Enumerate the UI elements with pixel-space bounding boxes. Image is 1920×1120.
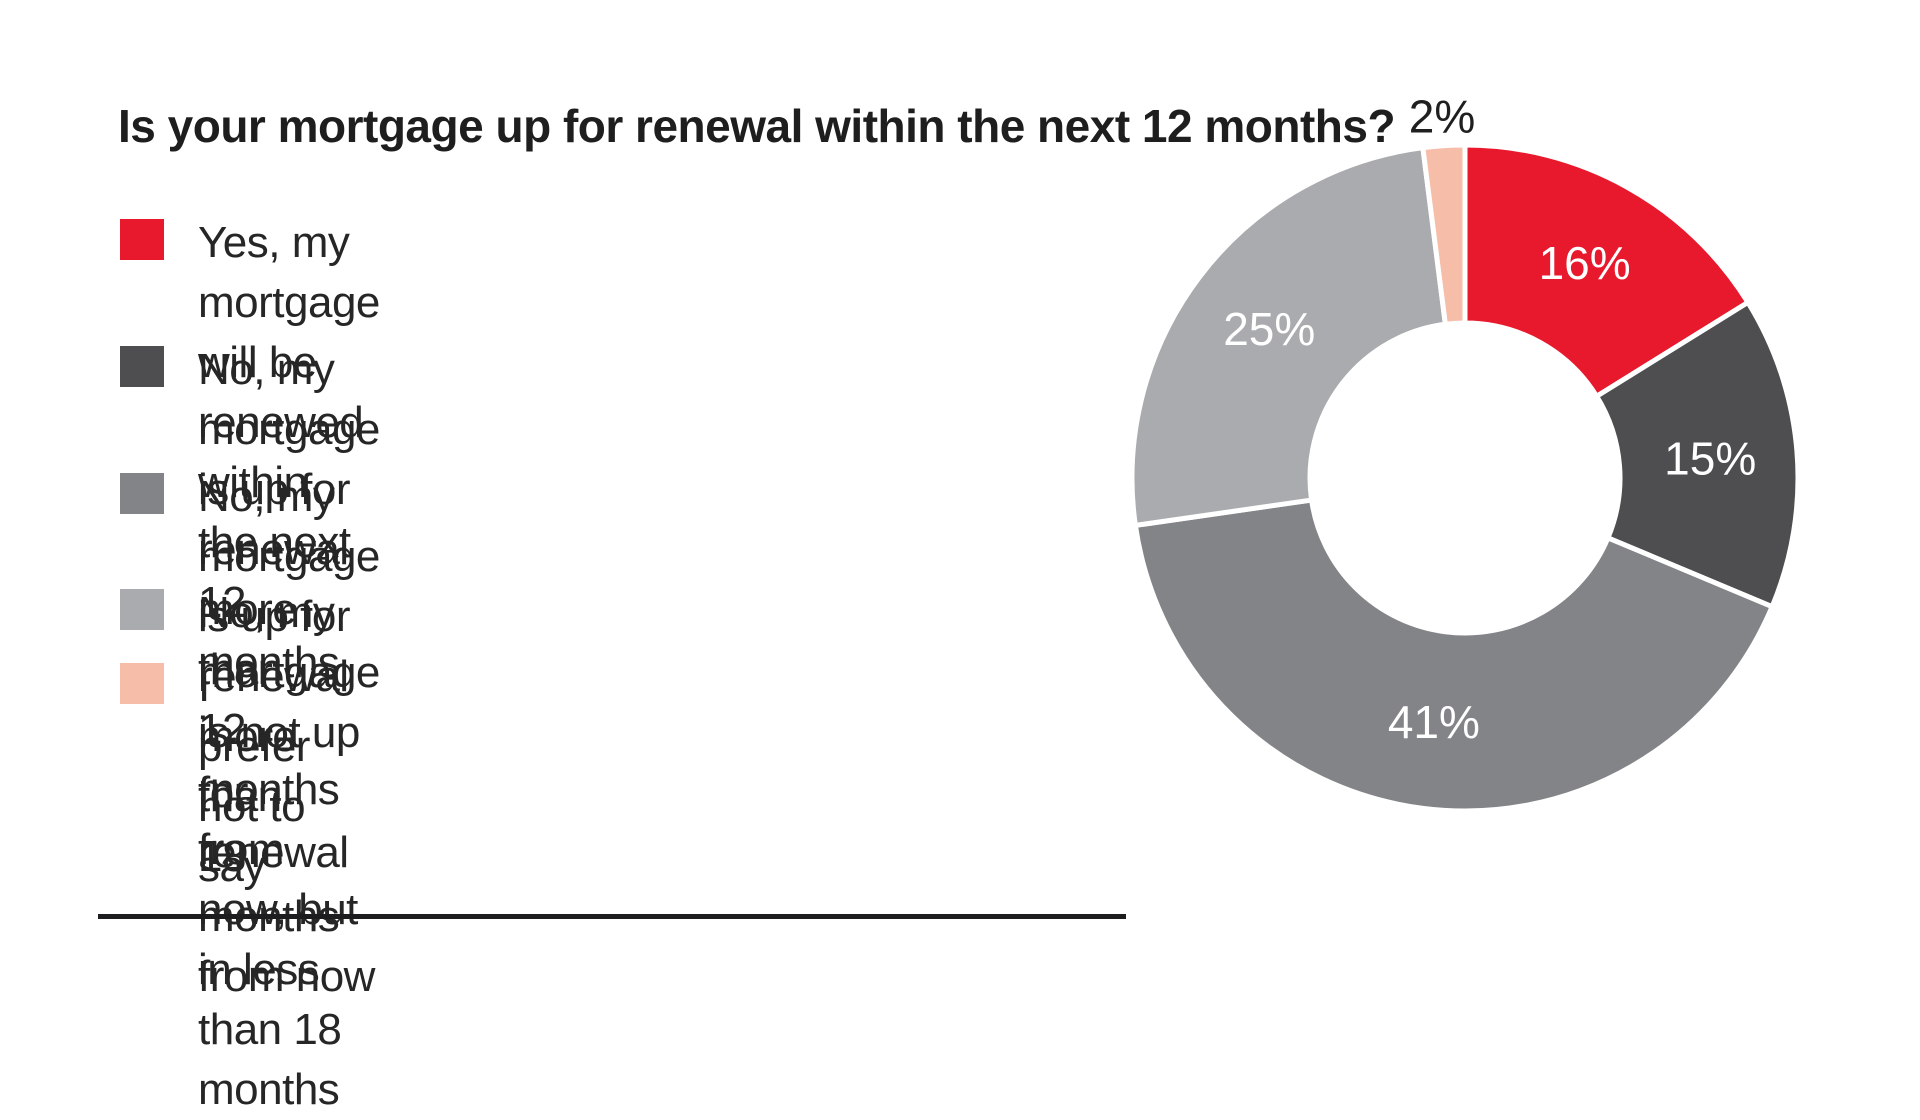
bottom-divider — [98, 914, 1126, 919]
donut-slice-4 — [1420, 142, 1468, 328]
legend-item: No, my mortgage is not up for renewal — [120, 583, 380, 883]
survey-donut-figure: Is your mortgage up for renewal within t… — [98, 78, 1865, 1114]
donut-slice-3 — [1129, 144, 1449, 529]
legend-swatch — [120, 346, 164, 387]
legend-swatch — [120, 663, 164, 704]
legend-label: Yes, my mortgage will be renewed within … — [198, 218, 380, 687]
slice-label-4: 2% — [1409, 91, 1475, 143]
legend-item: I prefer not to say — [120, 657, 310, 897]
legend-item: Yes, my mortgage will be renewed within … — [120, 213, 380, 693]
slice-label-2: 41% — [1388, 696, 1480, 748]
slice-label-0: 16% — [1539, 237, 1631, 289]
legend-label: I prefer not to say — [198, 662, 310, 891]
chart-title: Is your mortgage up for renewal within t… — [118, 100, 1396, 152]
donut-slice-1 — [1593, 298, 1801, 610]
donut-slice-0 — [1462, 142, 1752, 400]
donut-chart-svg: 16% 15% 41% 25% 2% — [1129, 91, 1801, 814]
donut-chart: 16% 15% 41% 25% 2% — [1065, 78, 1865, 878]
slice-label-3: 25% — [1223, 303, 1315, 355]
legend-label: No, my mortgage is not up for renewal — [198, 588, 380, 877]
legend-swatch — [120, 219, 164, 260]
slice-label-1: 15% — [1664, 433, 1756, 485]
legend-swatch — [120, 473, 164, 514]
legend-swatch — [120, 589, 164, 630]
donut-slice-2 — [1132, 497, 1776, 814]
